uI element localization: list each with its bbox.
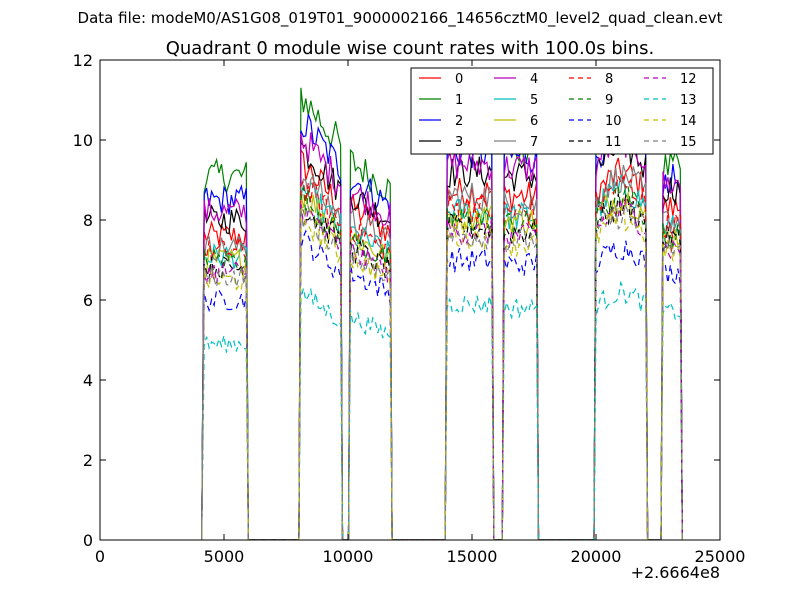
- legend-label: 7: [530, 135, 538, 150]
- x-axis: 0 5000 10000 15000 20000 25000: [95, 60, 746, 566]
- series-line-8: [201, 174, 683, 540]
- legend-label: 15: [680, 135, 697, 150]
- x-tick-label: 5000: [204, 547, 245, 566]
- x-tick-label: 25000: [695, 547, 746, 566]
- legend-label: 5: [530, 93, 538, 108]
- legend-label: 13: [680, 93, 697, 108]
- series-line-1: [201, 87, 683, 540]
- legend-label: 4: [530, 72, 538, 87]
- legend-label: 1: [455, 93, 463, 108]
- legend-label: 14: [680, 114, 697, 129]
- legend-box: [410, 67, 714, 155]
- x-offset-label: +2.6664e8: [631, 563, 720, 582]
- legend-label: 8: [605, 72, 613, 87]
- chart-title: Quadrant 0 module wise count rates with …: [166, 38, 655, 59]
- y-tick-label: 8: [83, 211, 93, 230]
- series-layer: [201, 87, 683, 540]
- x-tick-label: 10000: [323, 547, 374, 566]
- legend-label: 3: [455, 135, 463, 150]
- y-tick-label: 12: [73, 51, 93, 70]
- legend-label: 11: [605, 135, 622, 150]
- x-tick-label: 0: [95, 547, 105, 566]
- x-tick-label: 20000: [571, 547, 622, 566]
- legend-label: 6: [530, 114, 538, 129]
- x-tick-label: 15000: [447, 547, 498, 566]
- y-tick-label: 0: [83, 531, 93, 550]
- legend-label: 12: [680, 72, 697, 87]
- series-line-11: [201, 193, 683, 540]
- series-line-13: [201, 280, 683, 540]
- legend-label: 0: [455, 72, 463, 87]
- y-tick-label: 6: [83, 291, 93, 310]
- series-line-5: [201, 174, 683, 540]
- data-file-title: Data file: modeM0/AS1G08_019T01_90000021…: [78, 9, 723, 28]
- series-line-15: [201, 202, 683, 540]
- y-tick-label: 2: [83, 451, 93, 470]
- series-line-12: [201, 197, 683, 540]
- y-tick-label: 10: [73, 131, 93, 150]
- series-line-14: [201, 203, 683, 540]
- series-line-10: [201, 229, 683, 540]
- series-line-9: [201, 184, 683, 540]
- series-line-6: [201, 191, 683, 540]
- y-tick-label: 4: [83, 371, 93, 390]
- legend-label: 9: [605, 93, 613, 108]
- legend-label: 2: [455, 114, 463, 129]
- series-line-3: [201, 132, 683, 540]
- legend-label: 10: [605, 114, 622, 129]
